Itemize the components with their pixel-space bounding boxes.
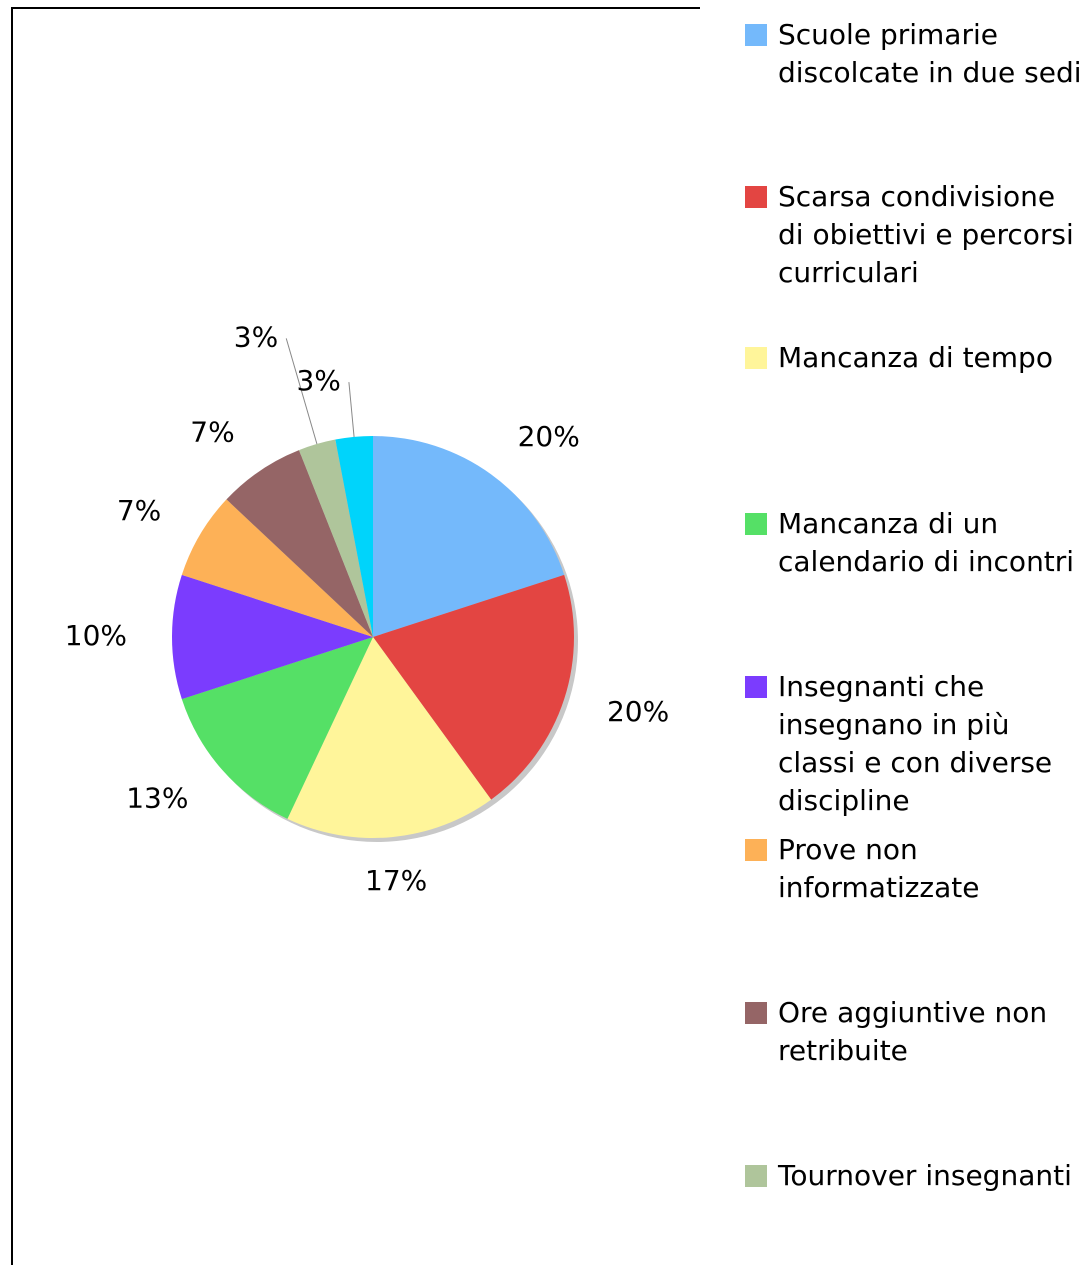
data-label: 13% — [126, 782, 188, 815]
legend-swatch — [745, 24, 767, 46]
legend-swatch — [745, 839, 767, 861]
pie-slice — [373, 436, 565, 637]
pie-slice — [299, 439, 373, 637]
pie-slice — [181, 499, 373, 637]
legend-swatch — [745, 186, 767, 208]
data-label: 17% — [365, 864, 427, 897]
leader-line — [285, 338, 318, 445]
data-label: 3% — [234, 320, 278, 353]
pie-slice — [226, 450, 373, 637]
legend-label: Scarsa condivisione di obiettivi e perco… — [778, 180, 1074, 289]
legend-label: Scuole primarie discolcate in due sedi — [778, 18, 1082, 89]
frame — [11, 7, 700, 1265]
pie-slice — [373, 574, 574, 800]
leader-line — [348, 382, 355, 437]
data-label: 7% — [117, 494, 161, 527]
data-label: 20% — [518, 420, 580, 453]
legend-swatch — [745, 1002, 767, 1024]
legend-swatch — [745, 347, 767, 369]
legend-label: Insegnanti che insegnano in più classi e… — [778, 670, 1053, 817]
legend-label: Ore aggiuntive non retribuite — [778, 996, 1048, 1067]
legend-swatch — [745, 676, 767, 698]
pie-slice — [335, 436, 373, 637]
pie-slice — [287, 637, 492, 838]
legend-swatch — [745, 1165, 767, 1187]
data-label: 7% — [190, 416, 234, 449]
legend-label: Prove non informatizzate — [778, 833, 980, 904]
legend-swatch — [745, 513, 767, 535]
data-label: 10% — [65, 619, 127, 652]
pie-slice — [172, 574, 373, 700]
legend-label: Mancanza di un calendario di incontri — [778, 507, 1075, 578]
data-label: 3% — [296, 364, 340, 397]
legend-label: Mancanza di tempo — [778, 341, 1053, 374]
legend-label: Tournover insegnanti — [778, 1159, 1072, 1192]
data-label: 20% — [607, 695, 669, 728]
pie-slice — [181, 637, 373, 819]
